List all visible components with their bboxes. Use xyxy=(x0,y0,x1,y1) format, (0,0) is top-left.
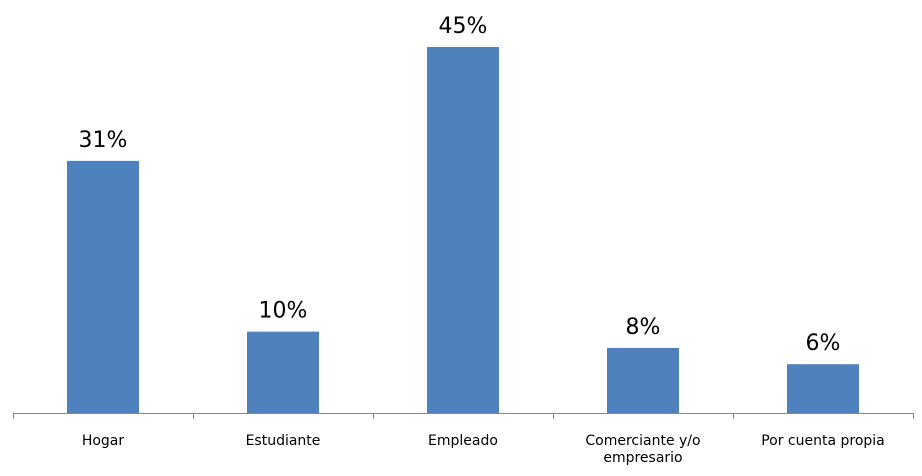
x-axis-ticks-group xyxy=(13,413,914,419)
data-label: 31% xyxy=(79,128,128,153)
data-label: 8% xyxy=(626,315,661,340)
x-tick-label-line: Empleado xyxy=(428,433,498,449)
data-label: 45% xyxy=(439,14,488,39)
bar-hogar xyxy=(67,160,139,413)
x-tick-label: Empleado xyxy=(428,433,498,449)
x-tick-label-line: Por cuenta propia xyxy=(761,433,885,449)
bar-comerciante-y-o-empresario xyxy=(607,347,679,413)
data-labels-group: 31% 10% 45% 8% 6% xyxy=(79,14,841,356)
x-tick-label: Hogar xyxy=(82,433,125,449)
bar-estudiante xyxy=(247,331,319,413)
bar-por-cuenta-propia xyxy=(787,364,859,413)
bar-empleado xyxy=(427,47,499,413)
x-tick-label: Estudiante xyxy=(246,433,321,449)
x-tick-label-line: Hogar xyxy=(82,433,125,449)
data-label: 10% xyxy=(259,299,308,324)
data-label: 6% xyxy=(806,331,841,356)
x-tick-label-line: Comerciante y/o xyxy=(585,433,700,449)
x-tick-label-line: Estudiante xyxy=(246,433,321,449)
x-axis-tick-labels-group: Hogar Estudiante Empleado Comerciante y/o em… xyxy=(82,433,885,466)
x-tick-label-line: empresario xyxy=(603,450,682,466)
x-tick-label: Comerciante y/o empresario xyxy=(585,433,700,466)
bars-group xyxy=(67,47,859,413)
x-tick-label: Por cuenta propia xyxy=(761,433,885,449)
